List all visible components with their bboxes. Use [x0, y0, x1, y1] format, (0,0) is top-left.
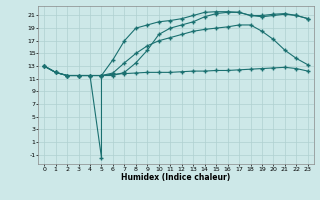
X-axis label: Humidex (Indice chaleur): Humidex (Indice chaleur) [121, 173, 231, 182]
